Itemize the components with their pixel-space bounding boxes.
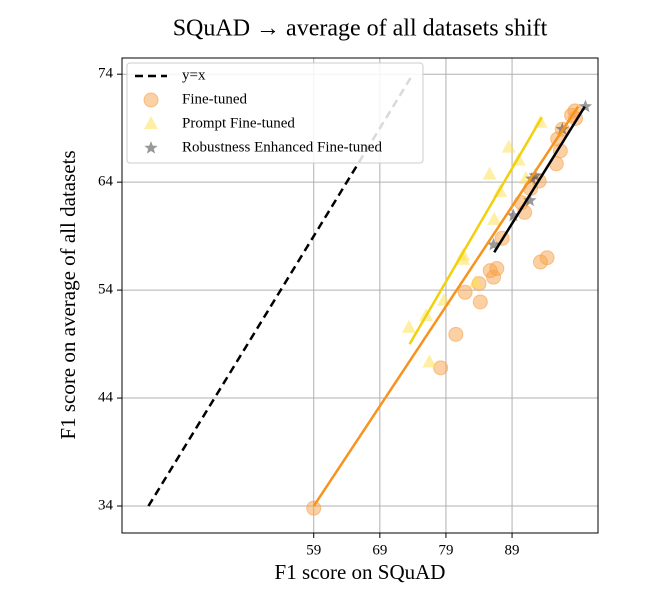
x-tick-label: 69 <box>372 542 387 558</box>
y-tick-label: 74 <box>98 66 114 82</box>
x-axis-label: F1 score on SQuAD <box>275 560 446 584</box>
data-point <box>578 99 593 113</box>
data-point <box>306 500 322 516</box>
data-point <box>501 139 516 153</box>
fit-line <box>408 116 543 345</box>
y-tick-label: 54 <box>98 282 114 298</box>
fit-line <box>493 105 586 253</box>
data-point <box>401 319 416 333</box>
data-point <box>422 354 437 368</box>
y-tick-label: 34 <box>98 497 114 513</box>
data-point <box>472 294 488 310</box>
chart-title: SQuAD → average of all datasets shift <box>173 16 548 42</box>
y-tick-label: 44 <box>98 389 114 405</box>
data-point <box>528 168 542 182</box>
data-point <box>433 360 449 376</box>
legend-label: y=x <box>182 67 206 83</box>
data-point <box>448 326 464 342</box>
legend-marker <box>144 116 158 129</box>
x-tick-label: 79 <box>438 542 453 558</box>
legend-box <box>126 62 424 164</box>
data-point <box>468 274 483 288</box>
legend-marker <box>143 92 159 108</box>
data-point <box>523 193 537 207</box>
data-point <box>506 208 521 222</box>
data-point <box>457 284 473 300</box>
fit-line <box>312 105 580 507</box>
plot-frame <box>121 57 599 534</box>
data-point <box>539 250 555 266</box>
legend-label: Prompt Fine-tuned <box>182 115 295 131</box>
legend-label: Fine-tuned <box>182 91 247 107</box>
legend-marker <box>144 141 158 154</box>
data-point <box>486 237 501 251</box>
y-tick-label: 64 <box>98 174 114 190</box>
x-tick-label: 89 <box>505 542 520 558</box>
data-point <box>487 211 502 225</box>
legend-label: Robustness Enhanced Fine-tuned <box>182 139 382 155</box>
data-point <box>482 166 497 180</box>
x-tick-label: 59 <box>306 542 321 558</box>
data-point <box>489 261 505 277</box>
y-axis-label: F1 score on average of all datasets <box>56 150 80 439</box>
